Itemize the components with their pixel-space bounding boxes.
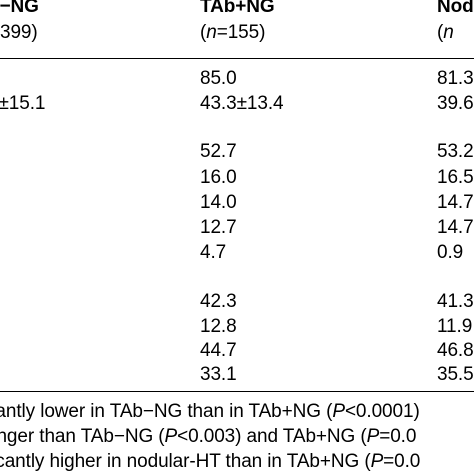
- row10-col3: 46.8: [437, 340, 474, 361]
- row1-col2: 85.0: [200, 68, 237, 89]
- col1-n-label: 399): [0, 22, 38, 43]
- row7-col2: 4.7: [200, 242, 227, 263]
- row2-col1: 2±15.1: [0, 93, 46, 114]
- row10-col2: 44.7: [200, 340, 237, 361]
- row7-col3: 0.9: [437, 242, 464, 263]
- col2-header: TAb+NG: [200, 0, 275, 17]
- row4-col3: 16.5: [437, 167, 474, 188]
- row2-col3: 39.6: [437, 93, 474, 114]
- row6-col3: 14.7: [437, 217, 474, 238]
- footnote-1: cantly lower in TAb−NG than in TAb+NG (P…: [0, 401, 420, 422]
- col1-header: b−NG: [0, 0, 39, 17]
- row9-col3: 11.9: [437, 316, 473, 337]
- col3-header: Nod: [437, 0, 474, 17]
- row5-col3: 14.7: [437, 192, 474, 213]
- col3-n-label: (n: [437, 22, 454, 43]
- footnote-3: ficantly higher in nodular-HT than in TA…: [0, 451, 421, 472]
- row8-col3: 41.3: [437, 291, 474, 312]
- row5-col2: 14.0: [200, 192, 237, 213]
- row1-col3: 81.3: [437, 68, 474, 89]
- row8-col2: 42.3: [200, 291, 237, 312]
- header-rule: [0, 58, 474, 59]
- col2-n-label: (n=155): [200, 22, 266, 43]
- row11-col3: 35.5: [437, 364, 474, 385]
- footnote-2: unger than TAb−NG (P<0.003) and TAb+NG (…: [0, 426, 417, 447]
- row4-col2: 16.0: [200, 167, 237, 188]
- row6-col2: 12.7: [200, 217, 237, 238]
- row11-col2: 33.1: [200, 364, 237, 385]
- row3-col3: 53.2: [437, 141, 474, 162]
- bottom-rule: [0, 391, 474, 392]
- row3-col2: 52.7: [200, 141, 237, 162]
- row9-col2: 12.8: [200, 316, 237, 337]
- row2-col2: 43.3±13.4: [200, 93, 284, 114]
